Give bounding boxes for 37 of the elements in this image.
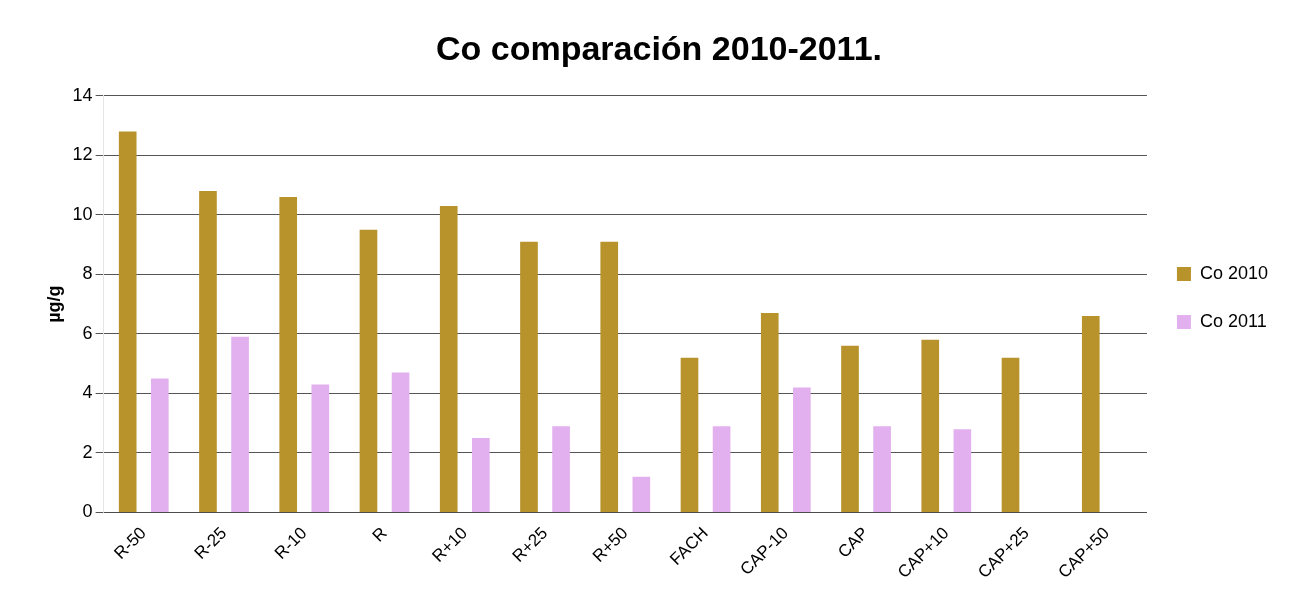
bar (472, 438, 490, 512)
chart-title: Co comparación 2010-2011. (435, 28, 883, 67)
y-tick-label: 2 (82, 441, 93, 462)
bar (760, 313, 779, 512)
bar (439, 205, 458, 512)
y-tick-label: 14 (72, 84, 93, 105)
bar (1081, 316, 1100, 512)
bar (552, 426, 570, 512)
bar (391, 372, 410, 512)
bar (279, 196, 298, 512)
y-tick-label: 12 (72, 144, 93, 165)
bar (600, 241, 619, 512)
bar (199, 191, 217, 512)
bar (712, 426, 731, 512)
bar (311, 384, 330, 512)
bar (520, 241, 538, 512)
y-tick-label: 8 (82, 263, 93, 284)
legend-label: Co 2011 (1199, 310, 1267, 331)
bar (118, 131, 137, 512)
bar (841, 345, 859, 512)
y-tick-label: 6 (82, 322, 93, 343)
bar (150, 378, 169, 512)
bar (680, 357, 699, 512)
bar (953, 429, 972, 512)
bar (921, 339, 940, 512)
y-tick-label: 4 (82, 382, 93, 403)
bar (231, 336, 249, 512)
bar (632, 476, 651, 512)
bar (793, 387, 811, 512)
bar (873, 426, 891, 512)
y-tick-label: 0 (82, 501, 93, 522)
bar (1001, 357, 1020, 512)
legend-label: Co 2010 (1199, 262, 1269, 283)
y-axis-title: µg/g (43, 285, 64, 323)
y-tick-label: 10 (72, 203, 93, 224)
x-tick-label: R (368, 523, 391, 546)
bar (359, 229, 378, 512)
